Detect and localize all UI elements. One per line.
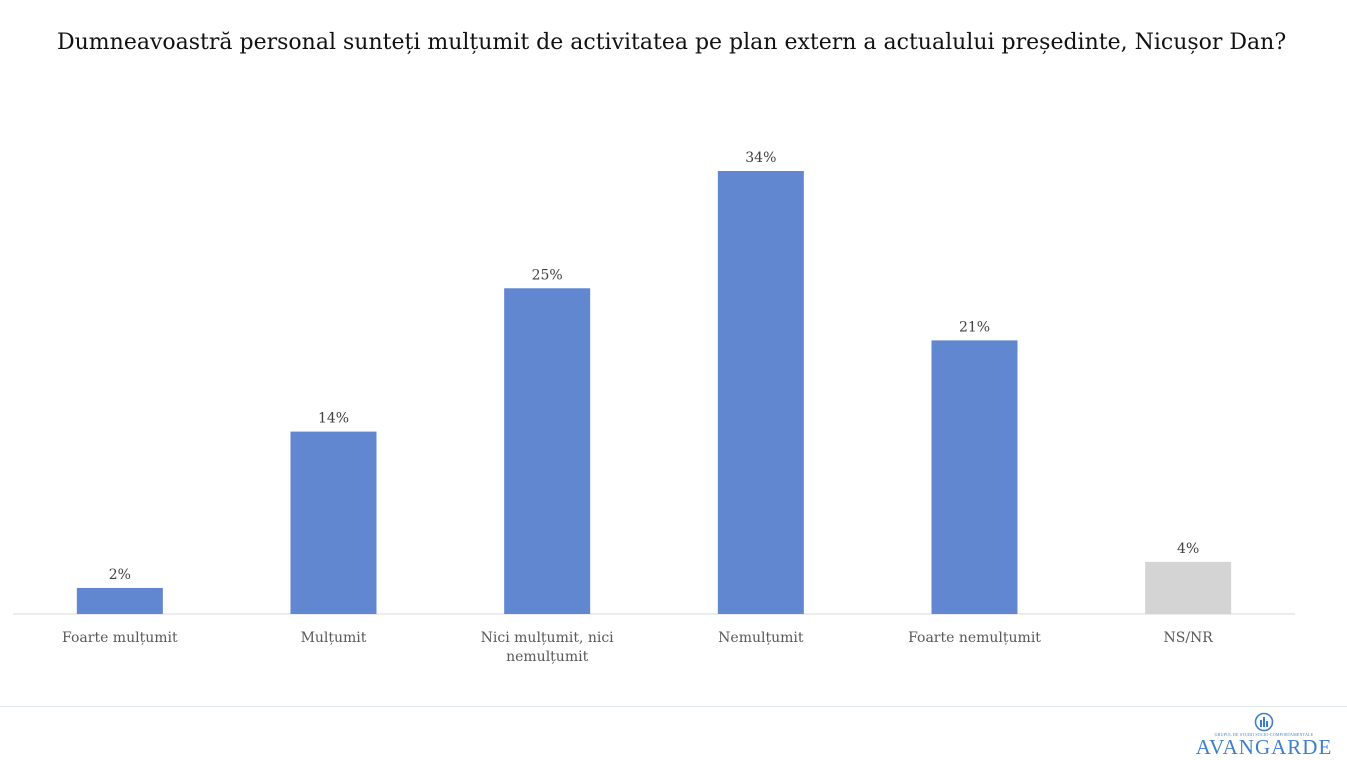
bar xyxy=(717,171,804,614)
category-label: Foarte mulțumit xyxy=(62,630,178,646)
category-label: NS/NR xyxy=(1163,630,1213,646)
data-label: 21% xyxy=(959,319,990,335)
bar xyxy=(504,288,591,614)
category-label-line: nemulțumit xyxy=(506,649,588,665)
bar xyxy=(931,340,1018,614)
category-label: Nici mulțumit, nici nemulțumit xyxy=(481,630,615,665)
data-label: 4% xyxy=(1177,541,1199,557)
data-label: 25% xyxy=(532,267,563,283)
category-label-line: Foarte mulțumit xyxy=(62,630,178,646)
category-label-line: Nemulțumit xyxy=(718,630,804,646)
avangarde-logo: GRUPUL DE STUDII SOCIO-COMPORTAMENTALE A… xyxy=(1188,712,1340,759)
logo-wordmark: AVANGARDE xyxy=(1195,735,1333,759)
chart-title: Dumneavoastră personal sunteți mulțumit … xyxy=(57,30,1287,55)
category-label: Mulțumit xyxy=(301,630,367,646)
logo-emblem-icon xyxy=(1254,712,1274,732)
bar-chart: 2% Foarte mulțumit 14% Mulțumit 25% Nici mulț… xyxy=(13,150,1295,665)
bar xyxy=(290,431,377,614)
category-label: Foarte nemulțumit xyxy=(908,630,1041,646)
category-label: Nemulțumit xyxy=(718,630,804,646)
data-label: 14% xyxy=(318,411,349,427)
footer-divider xyxy=(0,706,1347,707)
category-label-line: Mulțumit xyxy=(301,630,367,646)
data-label: 34% xyxy=(745,150,776,166)
bar xyxy=(1145,561,1232,614)
category-label-line: Nici mulțumit, nici xyxy=(481,630,615,646)
data-label: 2% xyxy=(109,567,131,583)
category-label-line: Foarte nemulțumit xyxy=(908,630,1041,646)
logo-subtitle: GRUPUL DE STUDII SOCIO-COMPORTAMENTALE xyxy=(1214,732,1314,737)
category-label-line: NS/NR xyxy=(1163,630,1213,646)
bar xyxy=(76,587,163,614)
